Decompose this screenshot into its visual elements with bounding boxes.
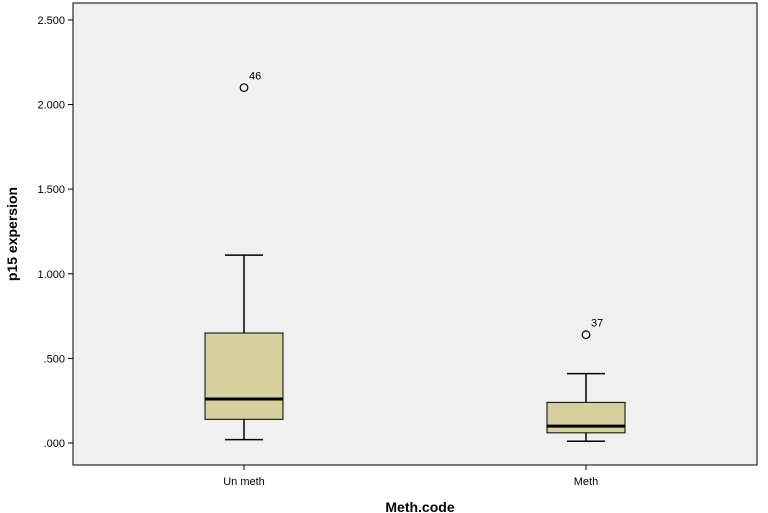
box-group: 46: [204, 71, 284, 441]
y-axis-title: p15 expersion: [4, 187, 20, 281]
y-tick-label: 2.500: [37, 15, 65, 27]
boxes-layer: 46 37: [204, 71, 626, 443]
y-tick-label: 2.000: [37, 100, 65, 112]
iqr-box: [546, 401, 626, 434]
box-group: 37: [546, 318, 626, 443]
outlier-point: [239, 83, 249, 93]
iqr-box: [204, 332, 284, 420]
outlier-label: 37: [591, 318, 603, 330]
y-axis: .000 .500 1.000 1.500 2.000 2.500: [37, 15, 73, 450]
x-tick-label: Un meth: [223, 476, 265, 488]
x-axis-title: Meth.code: [385, 499, 454, 513]
outlier-point: [581, 330, 591, 340]
y-tick-label: .500: [44, 353, 65, 365]
plot-area: [72, 2, 758, 466]
x-tick-label: Meth: [574, 476, 598, 488]
y-tick-label: .000: [44, 438, 65, 450]
y-tick-label: 1.500: [37, 184, 65, 196]
y-tick-label: 1.000: [37, 269, 65, 281]
x-axis: Un meth Meth: [223, 465, 598, 488]
outlier-label: 46: [249, 71, 261, 83]
